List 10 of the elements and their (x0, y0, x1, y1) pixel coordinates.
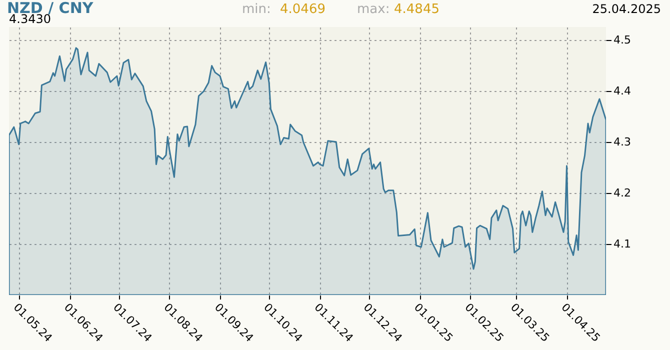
text: max: (357, 2, 390, 17)
y-tick-label: 4.4 (614, 84, 631, 98)
text: min: (242, 2, 271, 17)
text: 4.0469 (280, 2, 326, 17)
y-tick-label: 4.2 (614, 186, 631, 200)
y-tick-label: 4.1 (614, 237, 631, 250)
text: 4.4845 (394, 2, 440, 17)
y-tick-label: 4.5 (614, 33, 631, 46)
y-tick-label: 4.3 (614, 135, 631, 148)
text: 25.04.2025 (592, 2, 661, 16)
